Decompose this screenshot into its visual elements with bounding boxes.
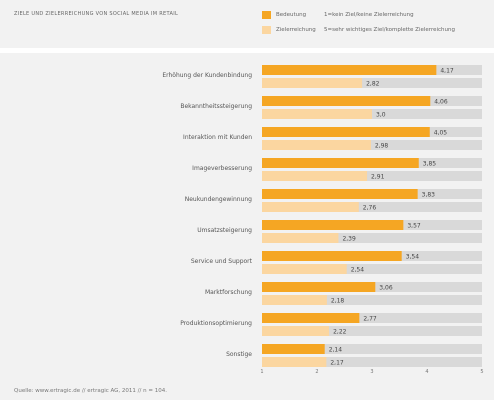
category-label: Service und Support — [191, 258, 253, 265]
data-label: 2,76 — [363, 205, 377, 212]
bar-zielerreichung — [262, 326, 330, 336]
bar-track — [262, 295, 482, 305]
bar-track — [262, 202, 482, 212]
bar-zielerreichung — [262, 264, 347, 274]
bar-bedeutung — [262, 220, 404, 230]
data-label: 2,54 — [351, 267, 365, 274]
bar-bedeutung — [262, 251, 402, 261]
category-label: Interaktion mit Kunden — [183, 134, 252, 141]
data-label: 2,14 — [329, 347, 343, 354]
category-label: Sonstige — [226, 351, 252, 358]
x-tick-label: 3 — [370, 369, 373, 375]
data-label: 3,57 — [407, 223, 421, 230]
bar-track — [262, 313, 482, 323]
data-label: 2,82 — [366, 81, 380, 88]
legend-swatch-bedeutung — [262, 11, 271, 19]
source-note: Quelle: www.ertragic.de // ertragic AG, … — [14, 388, 167, 394]
bar-zielerreichung — [262, 295, 327, 305]
data-label: 3,85 — [423, 161, 437, 168]
data-label: 2,98 — [375, 143, 389, 150]
header-divider — [0, 48, 494, 53]
bar-zielerreichung — [262, 78, 363, 88]
legend-description: 5=sehr wichtiges Ziel/komplette Zielerre… — [324, 27, 455, 33]
legend-swatch-zielerreichung — [262, 26, 271, 34]
bar-track — [262, 140, 482, 150]
category-label: Marktforschung — [205, 289, 252, 296]
legend-label: Zielerreichung — [276, 27, 316, 33]
bar-track — [262, 344, 482, 354]
header: ZIELE UND ZIELERREICHUNG VON SOCIAL MEDI… — [0, 0, 494, 48]
category-label: Neukundengewinnung — [185, 196, 252, 203]
bar-bedeutung — [262, 158, 419, 168]
bar-track — [262, 264, 482, 274]
bar-zielerreichung — [262, 233, 339, 243]
x-tick-label: 1 — [260, 369, 263, 375]
category-label: Erhöhung der Kundenbindung — [162, 72, 252, 79]
bar-zielerreichung — [262, 171, 368, 181]
data-label: 3,83 — [422, 192, 436, 199]
bar-zielerreichung — [262, 109, 372, 119]
data-label: 3,0 — [376, 112, 386, 119]
bar-bedeutung — [262, 313, 360, 323]
bar-bedeutung — [262, 65, 437, 75]
data-label: 2,17 — [330, 360, 344, 367]
data-label: 2,39 — [342, 236, 356, 243]
x-tick-label: 4 — [425, 369, 428, 375]
data-label: 3,54 — [406, 254, 420, 261]
legend-label: Bedeutung — [276, 12, 307, 18]
bar-bedeutung — [262, 96, 431, 106]
data-label: 4,05 — [434, 130, 448, 137]
data-label: 2,91 — [371, 174, 385, 181]
bar-track — [262, 357, 482, 367]
bar-track — [262, 233, 482, 243]
bar-bedeutung — [262, 282, 376, 292]
bar-track — [262, 171, 482, 181]
bar-bedeutung — [262, 189, 418, 199]
data-label: 3,06 — [379, 285, 393, 292]
bar-bedeutung — [262, 344, 325, 354]
category-label: Imageverbesserung — [192, 165, 252, 172]
category-label: Produktionsoptimierung — [180, 320, 252, 327]
bar-zielerreichung — [262, 140, 371, 150]
legend-description: 1=kein Ziel/keine Zielerreichung — [324, 12, 414, 18]
data-label: 4,17 — [440, 68, 454, 75]
bar-track — [262, 326, 482, 336]
x-tick-label: 2 — [315, 369, 318, 375]
bar-bedeutung — [262, 127, 430, 137]
data-label: 4,06 — [434, 99, 448, 106]
data-label: 2,77 — [363, 316, 377, 323]
category-label: Bekanntheitssteigerung — [180, 103, 252, 110]
x-tick-label: 5 — [480, 369, 483, 375]
bar-zielerreichung — [262, 202, 359, 212]
data-label: 2,18 — [331, 298, 345, 305]
data-label: 2,22 — [333, 329, 347, 336]
bar-track — [262, 78, 482, 88]
category-label: Umsatzsteigerung — [197, 227, 252, 234]
bar-zielerreichung — [262, 357, 327, 367]
chart-title: ZIELE UND ZIELERREICHUNG VON SOCIAL MEDI… — [14, 11, 179, 17]
